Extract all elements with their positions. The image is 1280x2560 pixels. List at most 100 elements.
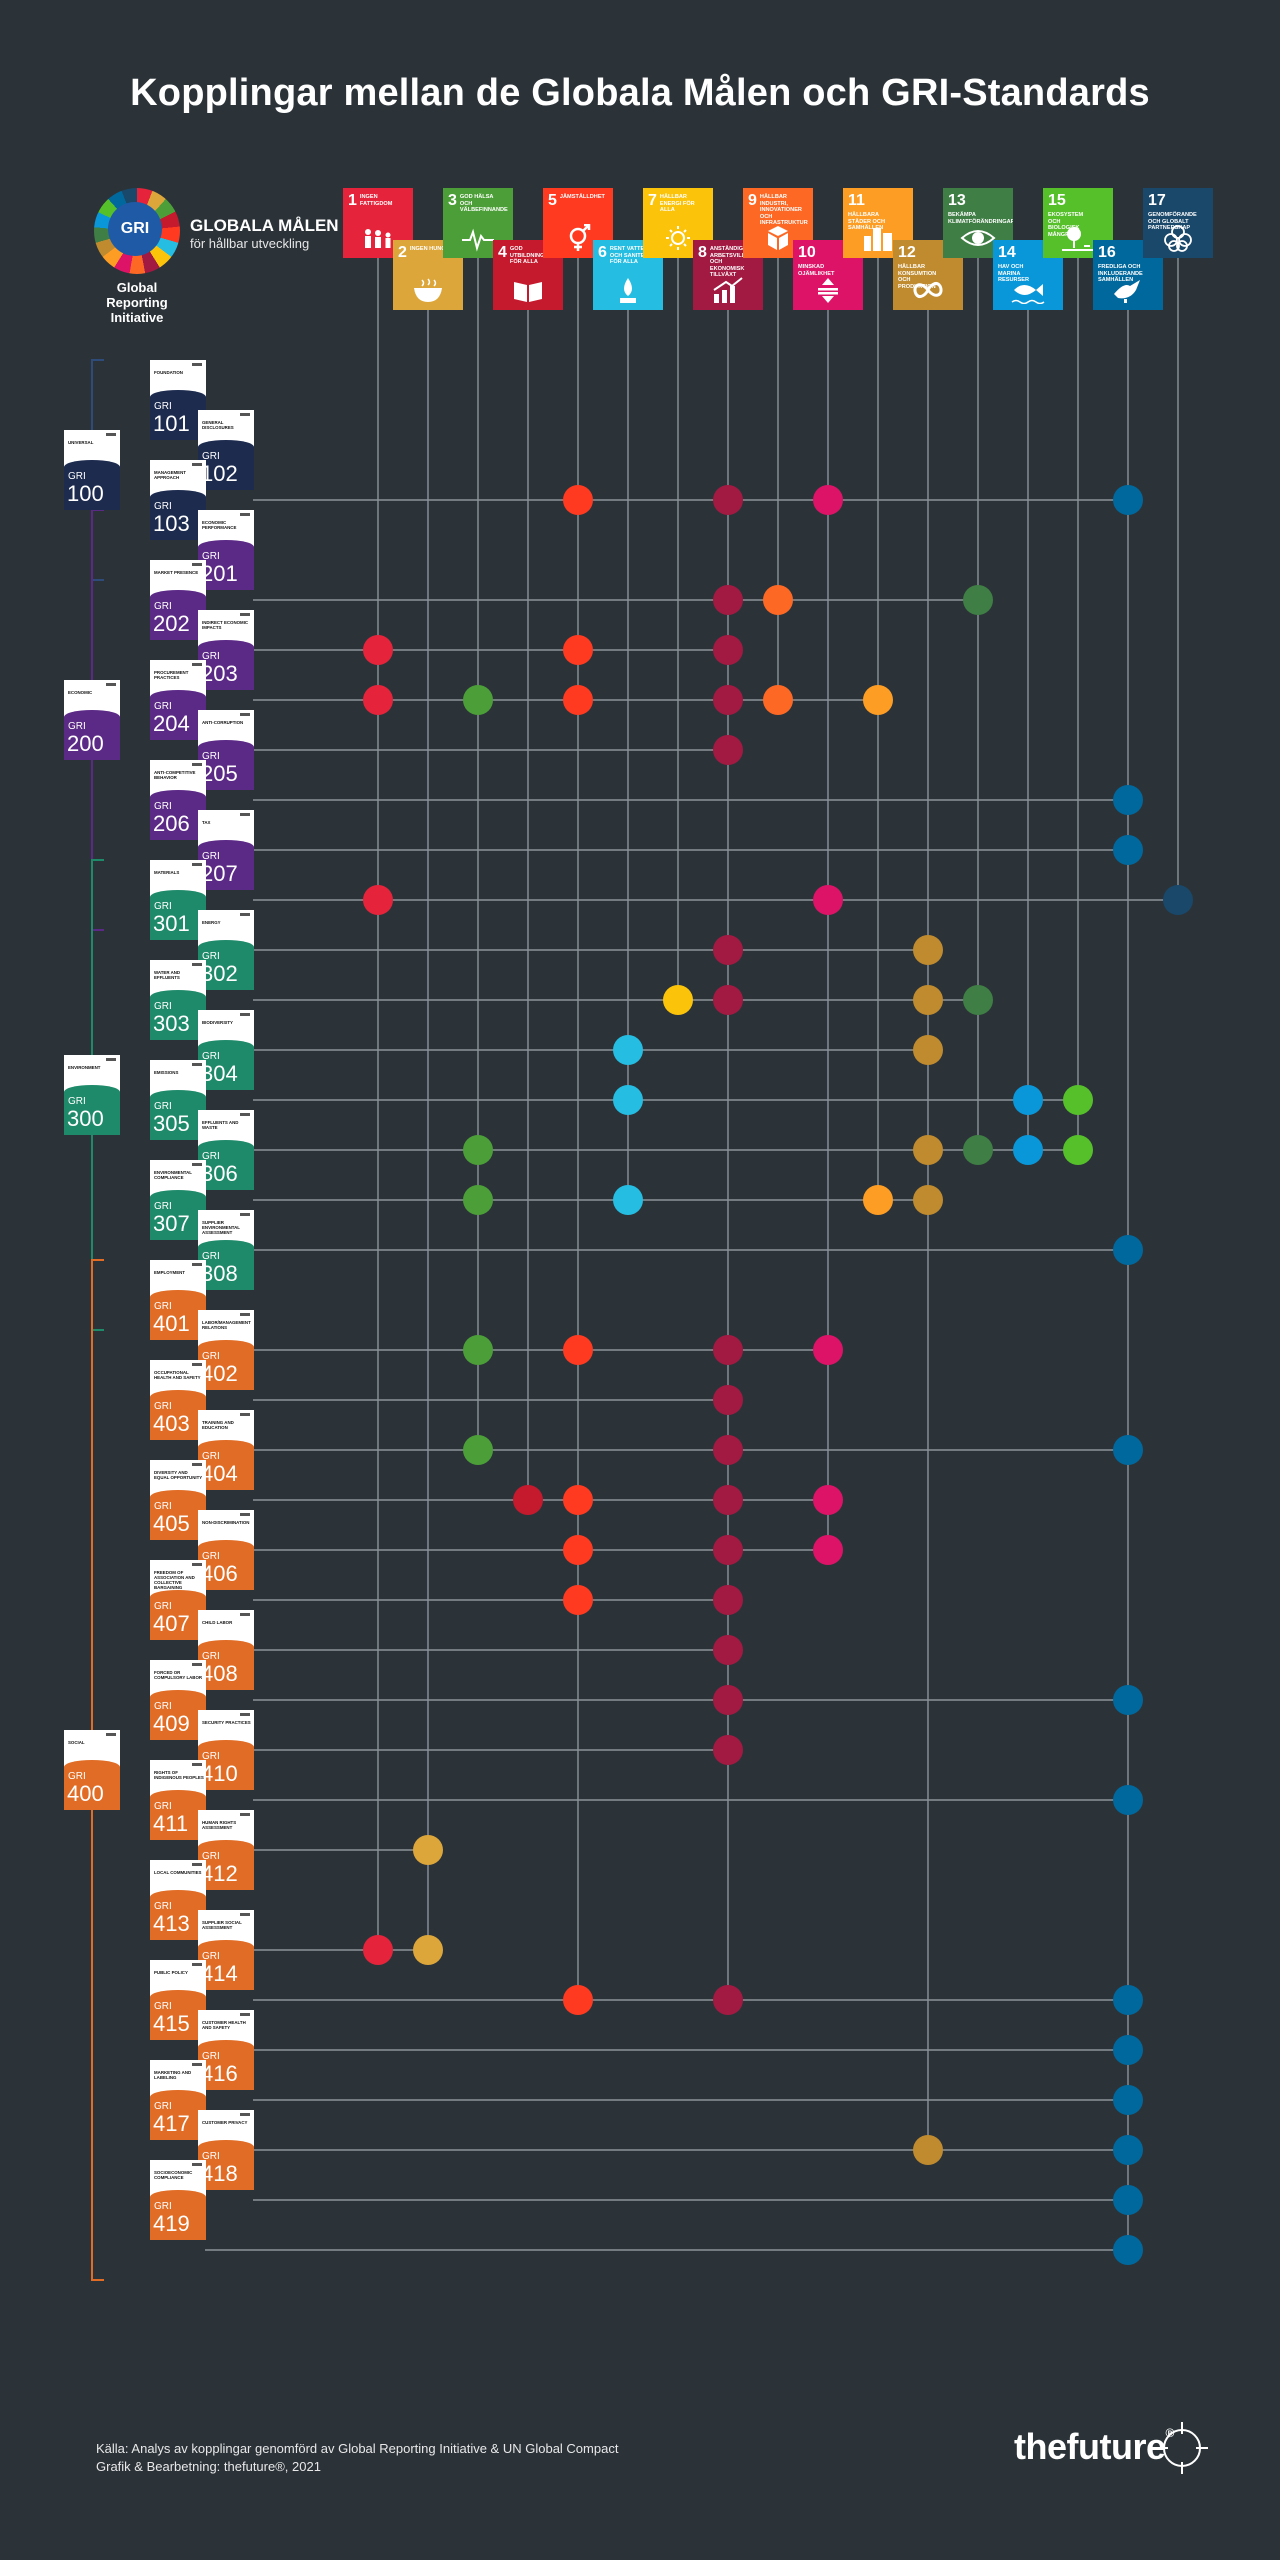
link-dot-402-sdg8 xyxy=(713,1385,743,1415)
link-dot-404-sdg8 xyxy=(713,1485,743,1515)
gri-standard-card-418: Customer Privacy GRI 418 xyxy=(198,2110,254,2190)
gri-mark: GRI xyxy=(108,202,162,256)
standard-number: 202 xyxy=(153,611,190,636)
gri-standard-card-102: General Disclosures GRI 102 xyxy=(198,410,254,490)
gri-standard-card-415: Public Policy GRI 415 xyxy=(150,1960,206,2040)
standard-name: Anti-corruption xyxy=(202,720,244,725)
group-number: 100 xyxy=(67,481,104,506)
sdg-label: Fredliga och inkluderande samhällen xyxy=(1098,264,1143,283)
sdg-tile-7: 7 Hållbar energi för alla xyxy=(643,188,713,258)
standard-name: Emissions xyxy=(154,1070,179,1075)
gri-standard-card-204: Procurement Practices GRI 204 xyxy=(150,660,206,740)
standard-number: 418 xyxy=(201,2161,238,2186)
link-dot-305-sdg3 xyxy=(463,1135,493,1165)
standard-name: General Disclosures xyxy=(202,420,234,430)
sdg-label: Bekämpa klimatförändringarna xyxy=(948,212,1013,225)
link-dot-408-sdg8 xyxy=(713,1685,743,1715)
group-name: Economic xyxy=(68,690,93,695)
sdg-number: 16 xyxy=(1098,244,1116,261)
standard-number: 303 xyxy=(153,1011,190,1036)
gri-standard-card-306: Effluents and Waste GRI 306 xyxy=(198,1110,254,1190)
standard-name: Forced or Compulsory Labor xyxy=(154,1670,203,1680)
link-dot-401-sdg8 xyxy=(713,1335,743,1365)
link-dot-202-sdg8 xyxy=(713,635,743,665)
gri-standard-card-411: Rights of Indigenous Peoples GRI 411 xyxy=(150,1760,206,1840)
sdg-label: Hållbar industri, innovationer och infra… xyxy=(759,194,808,226)
standard-name: Rights of Indigenous Peoples xyxy=(154,1770,204,1780)
standard-name: Security Practices xyxy=(202,1720,251,1725)
gri-standard-card-407: Freedom of Association and Collective Ba… xyxy=(150,1560,206,1640)
sdg-label: God hälsa och välbefinnande xyxy=(459,194,508,213)
standard-name: Biodiversity xyxy=(202,1020,233,1025)
standard-name: Local Communities xyxy=(154,1870,202,1875)
gri-standard-card-408: Child Labor GRI 408 xyxy=(198,1610,254,1690)
sdg-number: 2 xyxy=(398,244,407,261)
standard-name: Customer Health and Safety xyxy=(202,2020,246,2030)
sdg-label: Hav och marina resurser xyxy=(998,264,1030,283)
link-dot-306-sdg3 xyxy=(463,1185,493,1215)
group-name: Social xyxy=(68,1740,85,1745)
standard-name: Tax xyxy=(202,820,211,825)
link-dot-307-sdg16 xyxy=(1113,1235,1143,1265)
sun-icon xyxy=(666,226,690,250)
link-dot-304-sdg15 xyxy=(1063,1085,1093,1115)
link-dot-403-sdg8 xyxy=(713,1435,743,1465)
standard-name: Environmental Compliance xyxy=(154,1170,192,1180)
gri-prefix: GRI xyxy=(202,1351,220,1362)
link-dot-414-sdg16 xyxy=(1113,1985,1143,2015)
heartbeat-icon xyxy=(462,228,494,252)
standard-number: 415 xyxy=(153,2011,190,2036)
standard-number: 307 xyxy=(153,1211,190,1236)
family-icon xyxy=(365,229,391,248)
sdg-number: 15 xyxy=(1048,192,1066,209)
gri-standard-card-308: Supplier Environmental Assessment GRI 308 xyxy=(198,1210,254,1290)
link-dot-303-sdg12 xyxy=(913,1035,943,1065)
gri-prefix: GRI xyxy=(154,1601,172,1612)
sdg-number: 3 xyxy=(448,192,457,209)
gri-sdg-logo: GRI GLOBALA MÅLEN för hållbar utveckling… xyxy=(92,186,339,336)
gri-prefix: GRI xyxy=(154,1401,172,1412)
standard-number: 414 xyxy=(201,1961,238,1986)
fish-icon xyxy=(1011,284,1045,304)
standard-number: 205 xyxy=(201,761,238,786)
standard-name: Customer Privacy xyxy=(202,2120,248,2125)
gri-prefix: GRI xyxy=(154,2201,172,2212)
gri-standard-card-307: Environmental Compliance GRI 307 xyxy=(150,1160,206,1240)
standard-name: Freedom of Association and Collective Ba… xyxy=(154,1570,195,1590)
gri-prefix: GRI xyxy=(68,1096,86,1107)
bowl-icon xyxy=(414,278,442,302)
gri-standard-card-404: Training and Education GRI 404 xyxy=(198,1410,254,1490)
link-dot-404-sdg10 xyxy=(813,1485,843,1515)
sdg-label: Ingen hunger xyxy=(409,246,454,252)
standard-number: 409 xyxy=(153,1711,190,1736)
sdg-tile-14: 14 Hav och marina resurser xyxy=(993,240,1063,310)
source-line: Källa: Analys av kopplingar genomförd av… xyxy=(96,2441,619,2456)
link-dot-401-sdg10 xyxy=(813,1335,843,1365)
link-dot-405-sdg8 xyxy=(713,1535,743,1565)
gri-prefix: GRI xyxy=(68,1771,86,1782)
link-dot-414-sdg5 xyxy=(563,1985,593,2015)
link-dot-408-sdg16 xyxy=(1113,1685,1143,1715)
link-dot-404-sdg4 xyxy=(513,1485,543,1515)
link-dot-306-sdg6 xyxy=(613,1185,643,1215)
standard-name: Marketing and Labeling xyxy=(154,2070,192,2080)
infinity-icon xyxy=(913,282,943,298)
link-dot-203-sdg1 xyxy=(363,685,393,715)
standard-number: 102 xyxy=(201,461,238,486)
sdg-number: 9 xyxy=(748,192,757,209)
gri-prefix: GRI xyxy=(202,651,220,662)
gri-prefix: GRI xyxy=(154,401,172,412)
standard-number: 203 xyxy=(201,661,238,686)
standard-number: 410 xyxy=(201,1761,238,1786)
gri-standard-card-101: Foundation GRI 101 xyxy=(150,360,206,440)
standard-name: Materials xyxy=(154,870,180,875)
group-number: 400 xyxy=(67,1781,104,1806)
gri-prefix: GRI xyxy=(202,1151,220,1162)
standard-number: 305 xyxy=(153,1111,190,1136)
link-dot-305-sdg14 xyxy=(1013,1135,1043,1165)
link-dot-419-sdg16 xyxy=(1113,2235,1143,2265)
link-dot-301-sdg12 xyxy=(913,935,943,965)
link-dot-306-sdg11 xyxy=(863,1185,893,1215)
sdg-label: Rent vatten och sanitet för alla xyxy=(609,246,649,265)
gri-prefix: GRI xyxy=(202,851,220,862)
